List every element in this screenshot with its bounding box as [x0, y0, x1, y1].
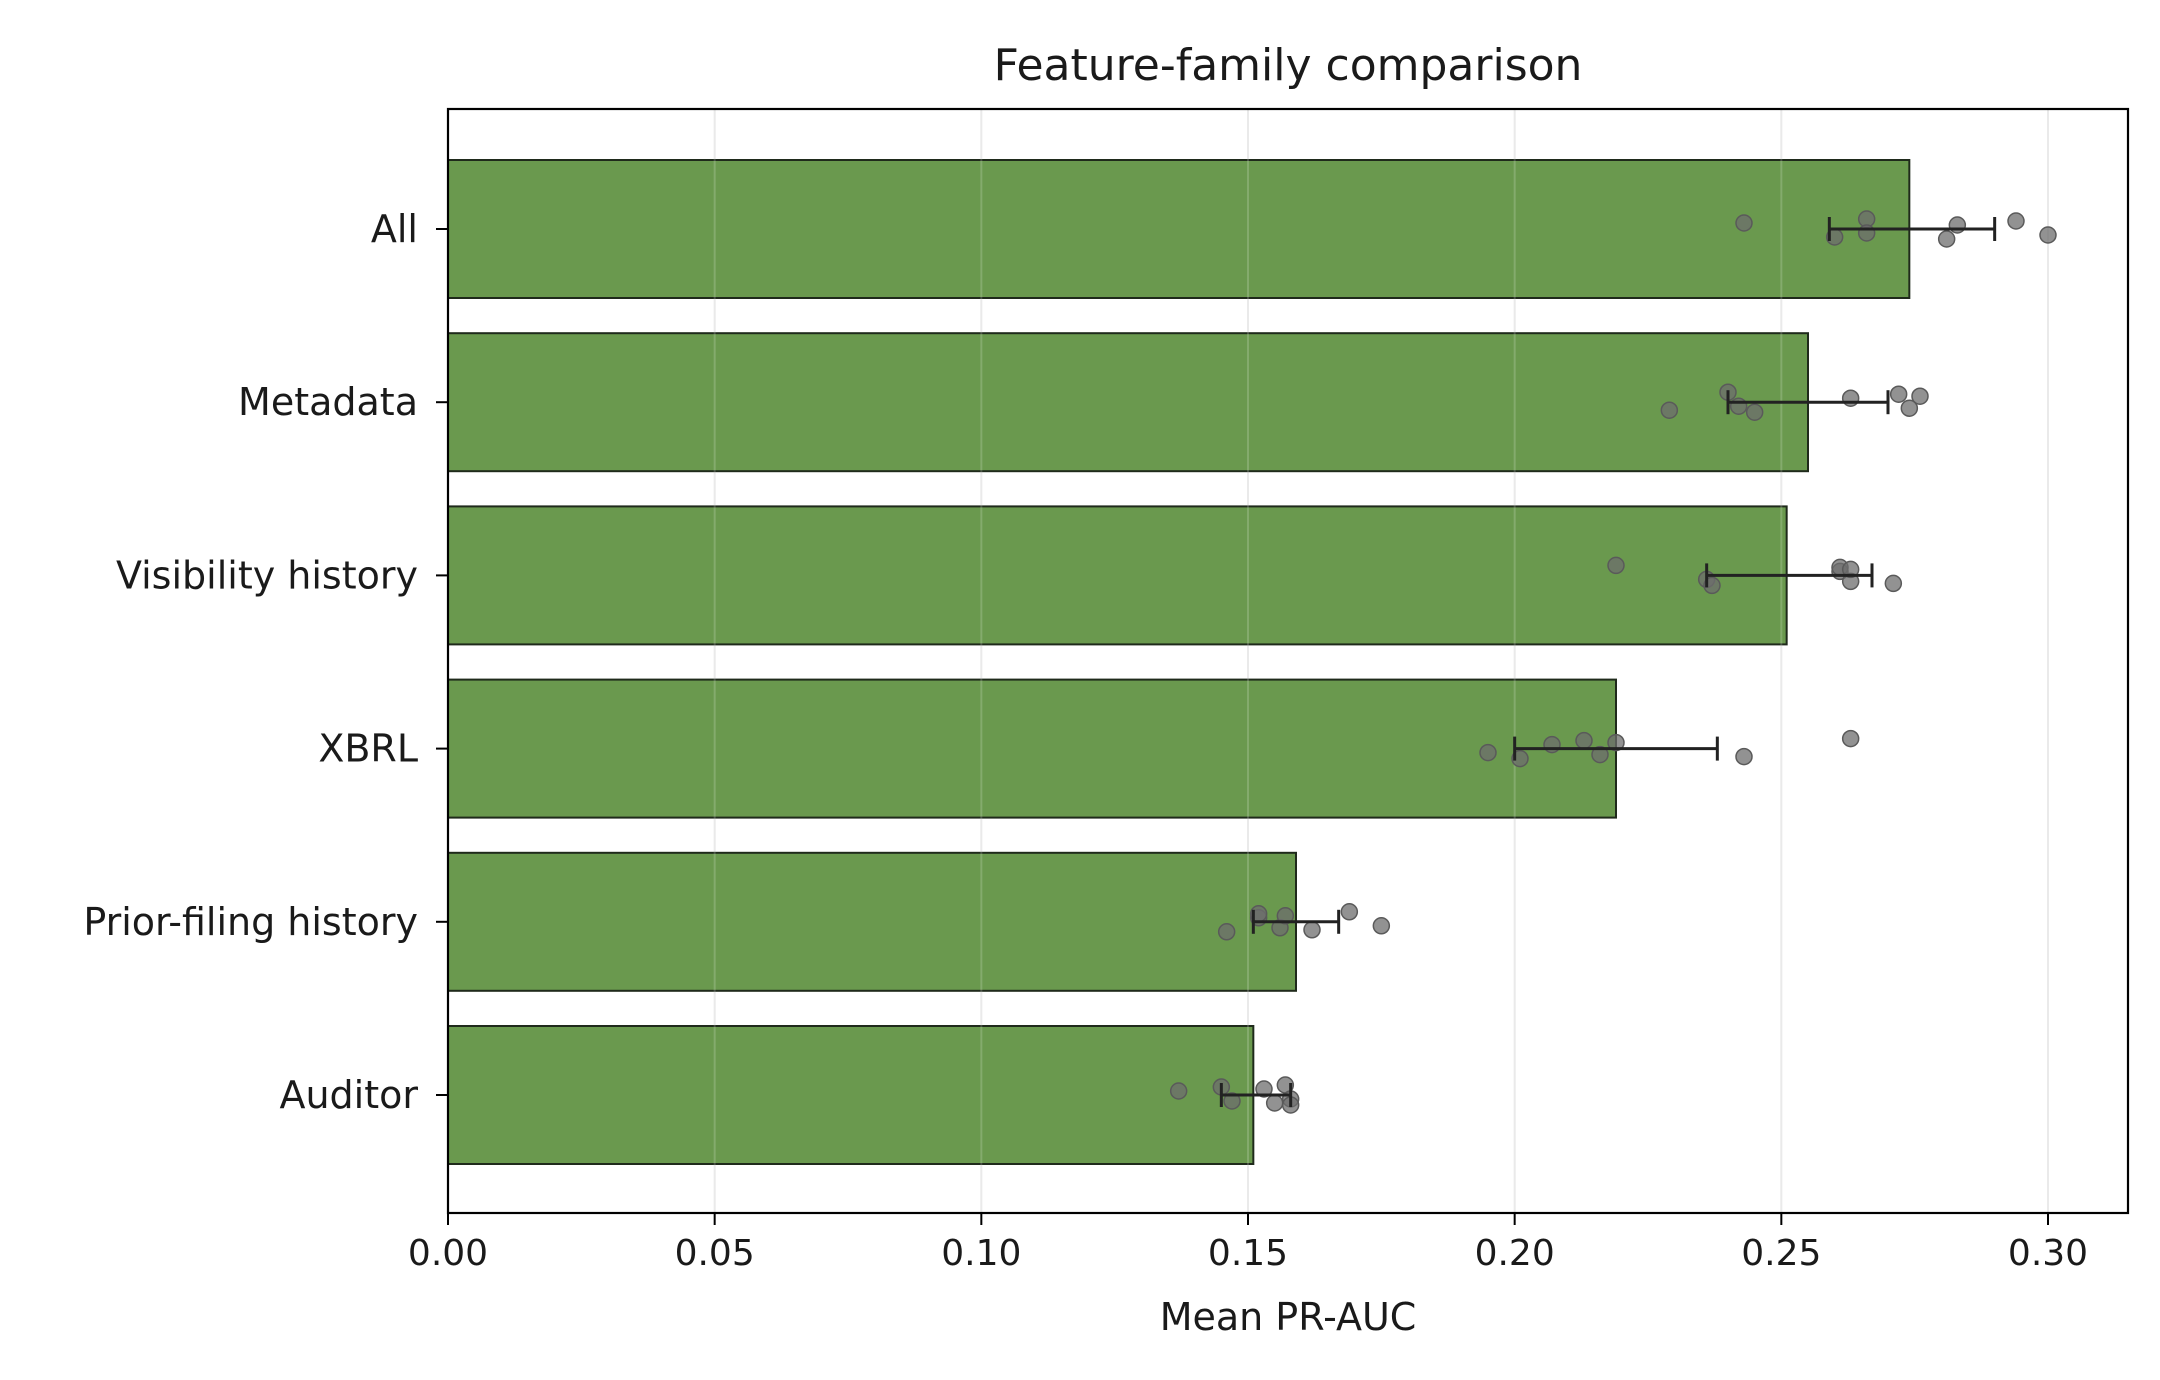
bar-prior-filing-history: [447, 851, 1297, 992]
y-tick-label: Prior-filing history: [83, 900, 418, 944]
x-tick-label: 0.05: [675, 1233, 755, 1274]
chart-title: Feature-family comparison: [994, 40, 1583, 91]
data-point: [1660, 401, 1679, 419]
data-point: [1745, 403, 1764, 421]
data-point: [1889, 385, 1908, 403]
bar-auditor: [447, 1025, 1255, 1165]
x-tick-label: 0.10: [941, 1233, 1021, 1274]
data-point: [1340, 903, 1359, 921]
x-axis-label: Mean PR-AUC: [1160, 1295, 1417, 1339]
data-point: [1948, 216, 1967, 234]
data-point: [1884, 574, 1903, 593]
bar-metadata: [447, 332, 1809, 473]
plot-frame: [446, 107, 2130, 1215]
x-tick-label: 0.20: [1475, 1233, 1555, 1274]
data-point: [1372, 917, 1391, 935]
data-point: [1900, 399, 1919, 417]
error-bars: [1219, 217, 1997, 1107]
y-tick-label: Auditor: [279, 1073, 418, 1117]
data-point: [1735, 747, 1753, 766]
y-axis: All Metadata Visibility history XBRL Prior-f…: [83, 207, 448, 1117]
data-point: [1217, 923, 1236, 941]
data-point: [1479, 743, 1497, 762]
data-point: [1575, 731, 1593, 750]
x-tick-label: 0.15: [1208, 1233, 1288, 1274]
data-point: [1276, 907, 1295, 925]
data-point: [1841, 560, 1860, 579]
y-tick-label: Metadata: [238, 380, 418, 424]
y-tick-label: All: [371, 207, 418, 251]
data-point: [1543, 735, 1561, 754]
data-point: [1841, 729, 1860, 748]
data-point: [1169, 1082, 1188, 1100]
y-tick-label: Visibility history: [116, 553, 418, 597]
data-point: [2039, 226, 2057, 244]
data-point: [1841, 389, 1860, 407]
data-point: [1265, 1094, 1284, 1112]
data-point: [1937, 230, 1956, 248]
data-point: [1729, 397, 1748, 415]
bars: [447, 159, 1911, 1165]
x-tick-label: 0.30: [2008, 1233, 2088, 1274]
data-point: [1223, 1092, 1241, 1110]
data-point: [1857, 224, 1876, 242]
bar-xbrl: [447, 678, 1617, 819]
data-point: [1735, 214, 1753, 232]
data-point: [1607, 733, 1625, 752]
data-point: [1911, 387, 1929, 405]
data-point: [2007, 212, 2025, 230]
bar-all: [447, 159, 1911, 299]
x-tick-label: 0.25: [1741, 1233, 1821, 1274]
data-point: [1591, 745, 1609, 764]
data-point: [1303, 921, 1321, 939]
data-point: [1255, 1080, 1273, 1098]
data-point: [1607, 556, 1625, 575]
bar-visibility-history: [447, 505, 1788, 646]
x-axis: 0.00 0.05 0.10 0.15 0.20 0.25 0.30: [408, 1213, 2088, 1274]
y-tick-label: XBRL: [318, 727, 418, 771]
x-tick-label: 0.00: [408, 1233, 488, 1274]
